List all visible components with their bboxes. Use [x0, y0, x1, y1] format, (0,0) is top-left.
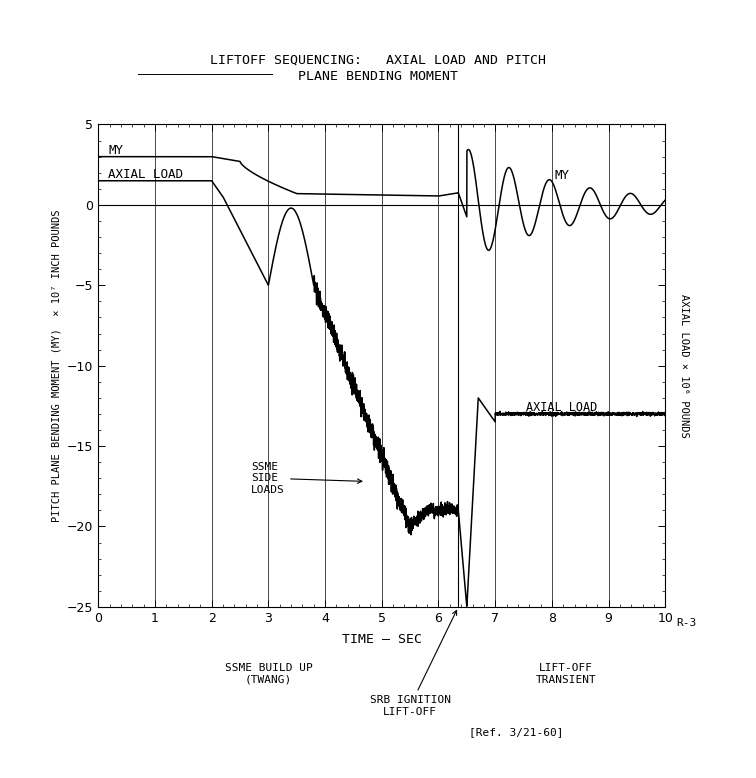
Y-axis label: PITCH PLANE BENDING MOMENT (MY)  × 10⁷ INCH POUNDS: PITCH PLANE BENDING MOMENT (MY) × 10⁷ IN… — [51, 209, 61, 522]
Text: LIFTOFF SEQUENCING:   AXIAL LOAD AND PITCH: LIFTOFF SEQUENCING: AXIAL LOAD AND PITCH — [210, 53, 546, 66]
Text: SRB IGNITION
LIFT-OFF: SRB IGNITION LIFT-OFF — [370, 611, 457, 717]
Text: PLANE BENDING MOMENT: PLANE BENDING MOMENT — [298, 70, 458, 83]
Text: AXIAL LOAD: AXIAL LOAD — [526, 401, 597, 414]
Text: LIFT-OFF
TRANSIENT: LIFT-OFF TRANSIENT — [536, 663, 596, 685]
Text: ——————————————————: —————————————————— — [138, 68, 273, 82]
Text: [Ref. 3/21-60]: [Ref. 3/21-60] — [469, 727, 563, 738]
Text: SSME BUILD UP
(TWANG): SSME BUILD UP (TWANG) — [225, 663, 312, 685]
Text: MY: MY — [555, 169, 570, 182]
X-axis label: TIME – SEC: TIME – SEC — [342, 633, 422, 646]
Text: AXIAL LOAD × 10⁶ POUNDS: AXIAL LOAD × 10⁶ POUNDS — [679, 294, 689, 437]
Text: MY: MY — [109, 144, 123, 157]
Text: AXIAL LOAD: AXIAL LOAD — [109, 168, 184, 181]
Text: R-3: R-3 — [677, 619, 697, 629]
Text: SSME
SIDE
LOADS: SSME SIDE LOADS — [251, 461, 362, 495]
